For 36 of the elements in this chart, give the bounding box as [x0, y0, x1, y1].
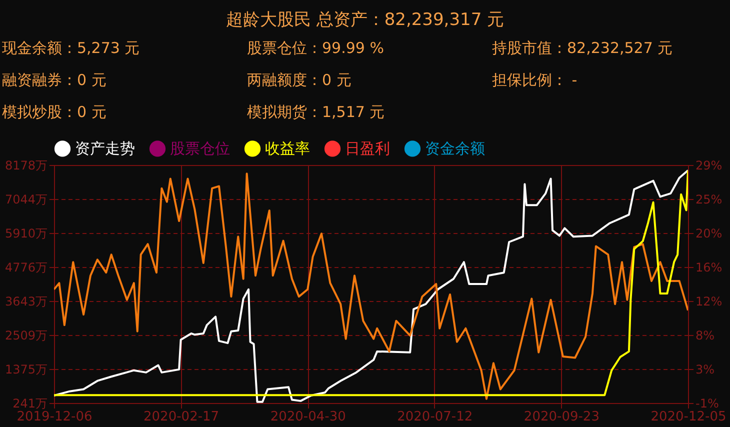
- y2-tick-label: 12%: [696, 294, 722, 308]
- text: 担保比例： -: [492, 70, 578, 91]
- y2-tick-label: 3%: [696, 362, 715, 376]
- x-tick-label: 2020-12-05: [650, 410, 726, 424]
- y-tick-label: 8178万: [4, 158, 48, 172]
- text: 模拟炒股：0 元: [2, 102, 108, 123]
- y2-tick-label: 8%: [696, 328, 715, 343]
- text: 股票仓位：99.99 %: [247, 38, 385, 59]
- x-tick-label: 2019-12-06: [16, 410, 92, 424]
- legend-label: 股票仓位: [170, 140, 230, 158]
- chart-title: 超龄大股民 总资产：82,239,317 元: [224, 9, 506, 32]
- x-tick-label: 2020-02-17: [144, 410, 220, 424]
- y-tick-label: 5910万: [4, 226, 48, 241]
- text: 两融额度：0 元: [247, 70, 352, 91]
- legend-label: 收益率: [265, 140, 310, 158]
- text: 融资融券：0 元: [2, 70, 108, 91]
- y-tick-label: 1375万: [4, 362, 48, 376]
- y-tick-label: 3643万: [4, 294, 48, 308]
- text: 模拟期货：1,517 元: [247, 102, 386, 123]
- y2-tick-label: -1%: [696, 396, 719, 410]
- y-tick-label: 7044万: [4, 192, 48, 207]
- y-tick-label: 241万: [12, 396, 48, 410]
- y-tick-label: 2509万: [4, 328, 48, 342]
- x-tick-label: 2020-09-23: [524, 410, 600, 424]
- y-tick-label: 4776万: [4, 260, 48, 275]
- x-tick-label: 2020-04-30: [270, 410, 346, 424]
- text: 持股市值：82,232,527 元: [492, 38, 674, 59]
- legend-label: 资金余额: [425, 140, 485, 158]
- y2-tick-label: 20%: [696, 226, 722, 240]
- legend-label: 日盈利: [345, 140, 390, 158]
- y2-tick-label: 25%: [696, 192, 722, 207]
- text: 现金余额：5,273 元: [2, 38, 141, 59]
- y2-tick-label: 16%: [696, 260, 722, 275]
- legend-label: 资产走势: [75, 140, 135, 158]
- y2-tick-label: 29%: [696, 158, 722, 172]
- x-tick-label: 2020-07-12: [397, 410, 473, 424]
